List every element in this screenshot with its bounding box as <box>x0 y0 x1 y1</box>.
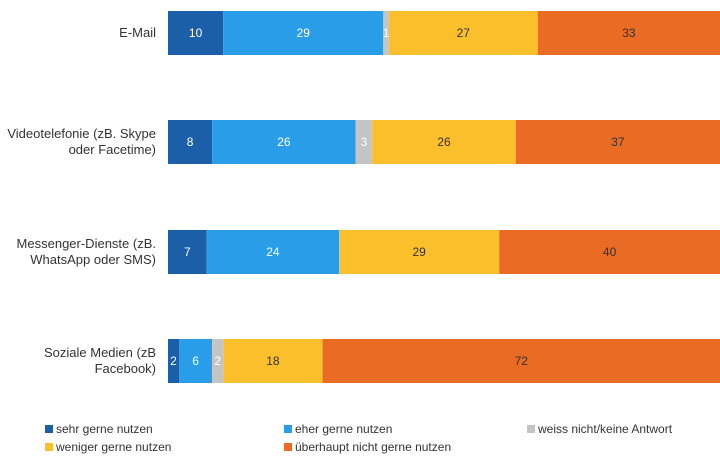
category-label-line: E-Mail <box>119 25 156 40</box>
data-label: 8 <box>187 135 194 149</box>
legend-swatch <box>527 425 535 433</box>
bar-segment <box>388 11 538 55</box>
bar-segment <box>223 11 384 55</box>
data-label: 2 <box>170 354 177 368</box>
legend-swatch <box>45 443 53 451</box>
data-label: 33 <box>622 26 636 40</box>
bar-segment <box>515 120 720 164</box>
category-label: Messenger-Dienste (zB. WhatsApp oder SMS) <box>17 236 156 267</box>
data-label: 27 <box>457 26 471 40</box>
bar-segment <box>339 230 500 274</box>
category-label-line: Messenger-Dienste (zB. <box>17 236 156 251</box>
bar-segment <box>206 230 340 274</box>
data-label: 72 <box>515 354 529 368</box>
bar-segment <box>168 120 213 164</box>
legend-label: eher gerne nutzen <box>295 422 393 436</box>
legend-swatch <box>45 425 53 433</box>
legend-item-weiss-nicht: weiss nicht/keine Antwort <box>527 422 672 436</box>
data-label: 29 <box>412 245 426 259</box>
category-label-line: oder Facetime) <box>69 142 156 157</box>
category-label: E-Mail <box>119 25 156 40</box>
data-label: 18 <box>266 354 280 368</box>
category-label-line: Videotelefonie (zB. Skype <box>7 126 156 141</box>
category-label-line: Soziale Medien (zB <box>44 345 156 360</box>
data-label: 1 <box>383 26 390 40</box>
data-label: 10 <box>189 26 203 40</box>
legend-item-ueberhaupt-nicht: überhaupt nicht gerne nutzen <box>284 440 451 454</box>
legend-label: weiss nicht/keine Antwort <box>538 422 673 436</box>
data-label: 7 <box>184 245 191 259</box>
data-label: 6 <box>192 354 199 368</box>
bar-segment <box>537 11 720 55</box>
data-label: 40 <box>603 245 617 259</box>
bar-segment <box>383 11 389 55</box>
legend-item-eher-gerne: eher gerne nutzen <box>284 422 392 436</box>
bar-segment <box>168 230 207 274</box>
bar-segment <box>168 339 180 383</box>
bar-segment <box>355 120 373 164</box>
legend-item-weniger-gerne: weniger gerne nutzen <box>45 440 171 454</box>
bar-segment <box>223 339 323 383</box>
legend-label: überhaupt nicht gerne nutzen <box>295 440 452 454</box>
legend-label: sehr gerne nutzen <box>56 422 153 436</box>
data-label: 24 <box>266 245 280 259</box>
data-label: 26 <box>277 135 291 149</box>
category-label-line: WhatsApp oder SMS) <box>30 252 156 267</box>
category-label: Videotelefonie (zB. Skype oder Facetime) <box>7 126 156 157</box>
legend-swatch <box>284 443 292 451</box>
category-label-line: Facebook) <box>95 361 156 376</box>
category-label: Soziale Medien (zB Facebook) <box>44 345 156 376</box>
legend: sehr gerne nutzen eher gerne nutzen weis… <box>0 420 720 457</box>
data-label: 2 <box>214 354 221 368</box>
bar-segment <box>168 11 224 55</box>
bar-segment <box>322 339 720 383</box>
data-label: 26 <box>437 135 451 149</box>
bar-segment <box>499 230 720 274</box>
legend-swatch <box>284 425 292 433</box>
data-label: 29 <box>297 26 311 40</box>
bar-segment <box>212 339 224 383</box>
data-label: 37 <box>611 135 625 149</box>
bar-segment <box>179 339 213 383</box>
legend-label: weniger gerne nutzen <box>56 440 172 454</box>
bar-segment <box>372 120 516 164</box>
data-label: 3 <box>361 135 368 149</box>
bar-segment <box>212 120 356 164</box>
legend-item-sehr-gerne: sehr gerne nutzen <box>45 422 153 436</box>
